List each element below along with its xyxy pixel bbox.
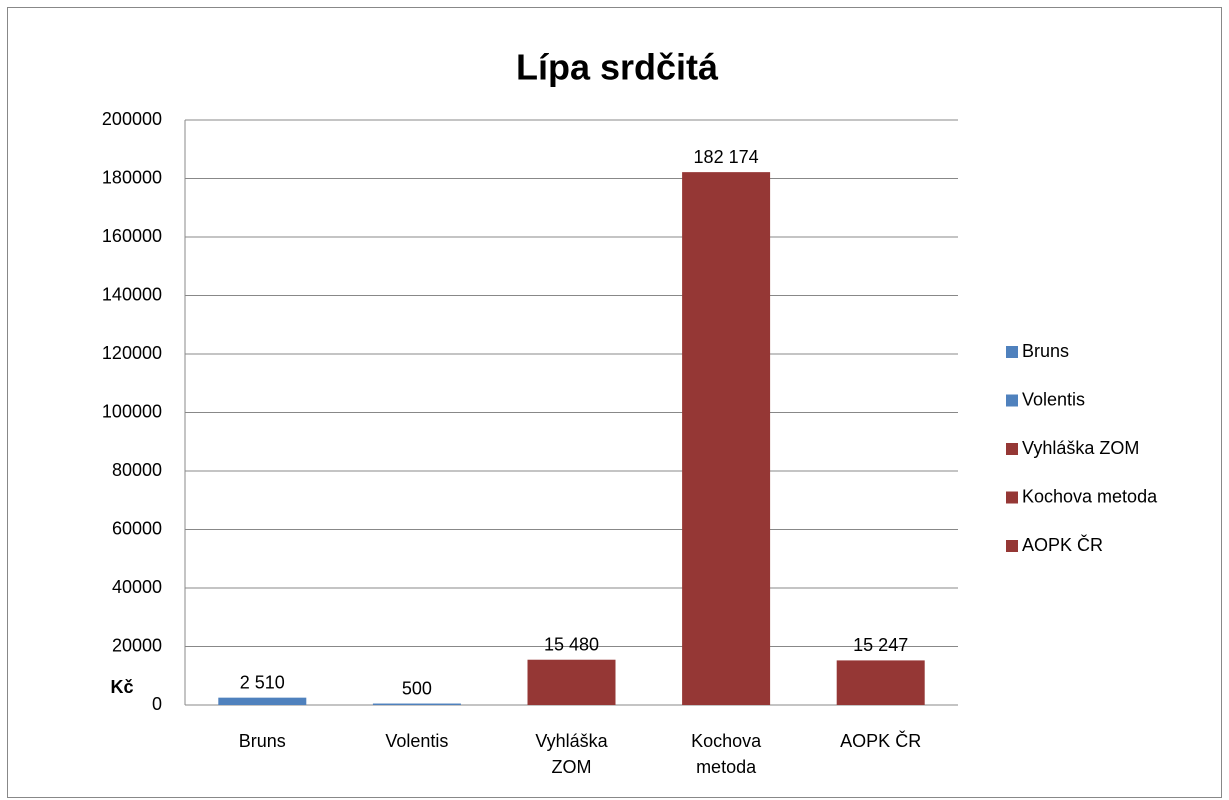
data-label: 2 510: [240, 672, 285, 692]
legend-label: Vyhláška ZOM: [1022, 438, 1139, 458]
legend-label: Volentis: [1022, 389, 1085, 409]
y-tick-label: 160000: [102, 226, 162, 246]
data-label: 15 480: [544, 634, 599, 654]
y-tick-label: 180000: [102, 167, 162, 187]
bar: [527, 659, 616, 705]
y-tick-label: 200000: [102, 109, 162, 129]
y-tick-label: 40000: [112, 577, 162, 597]
x-tick-label: Vyhláška ZOM: [535, 731, 608, 777]
bar: [836, 660, 925, 705]
data-label: 182 174: [694, 147, 759, 167]
bar: [682, 172, 771, 705]
y-tick-label: 0: [152, 694, 162, 714]
bar: [372, 703, 461, 705]
data-label: 15 247: [853, 635, 908, 655]
bar: [218, 697, 307, 705]
legend-label: AOPK ČR: [1022, 534, 1103, 555]
x-tick-label: Kochova metoda: [691, 731, 762, 777]
legend-swatch: [1006, 443, 1018, 455]
data-label: 500: [402, 678, 432, 698]
legend-swatch: [1006, 491, 1018, 504]
x-tick-label: Bruns: [238, 731, 286, 751]
legend-label: Kochova metoda: [1022, 486, 1158, 506]
legend-label: Bruns: [1022, 341, 1069, 361]
y-tick-label: 20000: [112, 635, 162, 655]
y-tick-label: 80000: [112, 460, 162, 480]
y-tick-label: 60000: [112, 518, 162, 538]
legend-swatch: [1006, 540, 1018, 552]
y-tick-label: 140000: [102, 284, 162, 304]
y-axis-label: Kč: [110, 677, 133, 697]
x-tick-label: AOPK ČR: [840, 731, 922, 751]
y-tick-label: 100000: [102, 401, 162, 421]
legend-swatch: [1006, 394, 1018, 407]
y-tick-label: 120000: [102, 343, 162, 363]
chart-title: Lípa srdčitá: [516, 47, 719, 88]
x-tick-label: Volentis: [385, 731, 449, 751]
legend-swatch: [1006, 346, 1018, 358]
